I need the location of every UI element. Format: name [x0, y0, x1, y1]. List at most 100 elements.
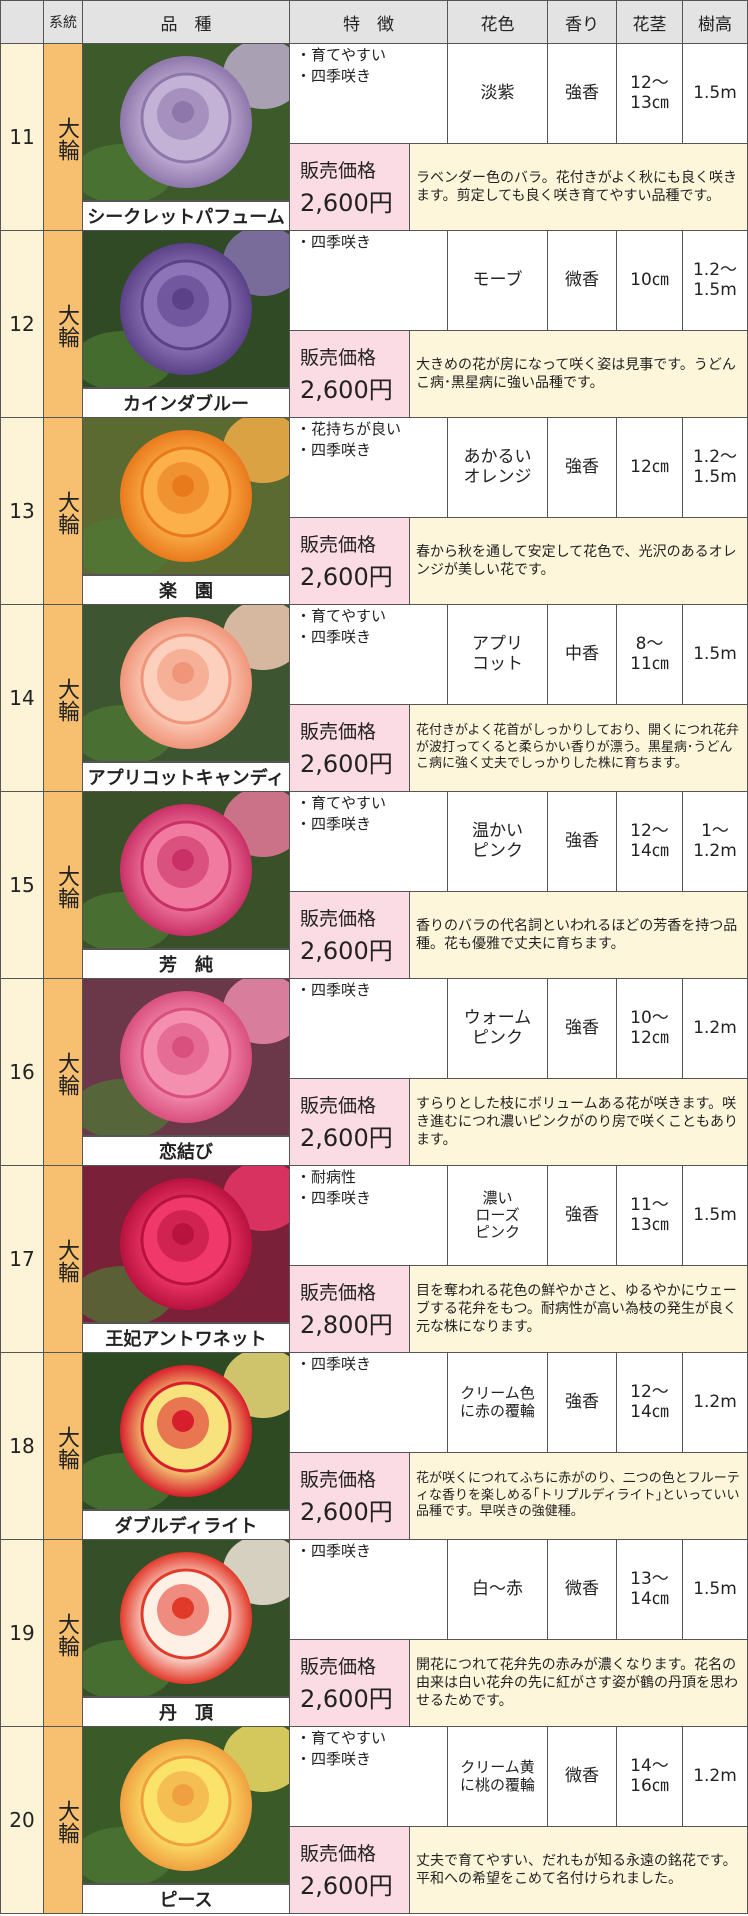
- photo: [83, 792, 290, 949]
- row-number: 15: [0, 792, 44, 979]
- feature: ・四季咲き: [296, 628, 372, 646]
- stem: 11〜 13㎝: [617, 1166, 683, 1266]
- height-line: 1.5m: [693, 1578, 737, 1599]
- price-box: 販売価格 2,600円: [290, 518, 410, 605]
- price-label: 販売価格: [300, 908, 377, 930]
- type-label: 大輪: [54, 1239, 79, 1283]
- row-number: 17: [0, 1166, 44, 1353]
- features: ・花持ちが良い ・四季咲き: [290, 418, 448, 518]
- rose-photo: [83, 1727, 289, 1883]
- variety-name: ピース: [83, 1884, 290, 1914]
- features: ・四季咲き: [290, 1353, 448, 1453]
- features: ・四季咲き: [290, 979, 448, 1079]
- price: 2,800円: [300, 1311, 393, 1339]
- stem-line: 13〜: [630, 1568, 669, 1589]
- color-line: ローズ: [475, 1205, 520, 1224]
- flower-color: あかるい オレンジ: [448, 418, 548, 518]
- price: 2,600円: [300, 563, 393, 591]
- color-line: オレンジ: [463, 466, 532, 487]
- height: 1.2m: [683, 1727, 748, 1827]
- header-cell: 花茎: [617, 0, 683, 44]
- feature: ・四季咲き: [296, 1355, 372, 1373]
- type-cell: 大輪: [44, 1353, 83, 1540]
- stem-line: 10㎝: [630, 269, 669, 290]
- feature: ・四季咲き: [296, 67, 372, 85]
- header-cell: 品 種: [83, 0, 290, 44]
- height: 1.2〜 1.5m: [683, 418, 748, 518]
- photo: [83, 1540, 290, 1697]
- type-label: 大輪: [54, 678, 79, 722]
- stem-line: 14㎝: [630, 840, 669, 861]
- price-label: 販売価格: [300, 1095, 377, 1117]
- height-line: 1.2〜: [692, 446, 738, 467]
- description: 春から秋を通して安定して花色で、光沢のあるオレンジが美しい花です。: [410, 518, 748, 605]
- color-line: ピンク: [472, 840, 523, 861]
- photo: [83, 231, 290, 388]
- fragrance: 中香: [548, 605, 617, 705]
- stem: 12〜 13㎝: [617, 44, 683, 144]
- rose-photo: [83, 792, 289, 948]
- height: 1.2〜 1.5m: [683, 231, 748, 331]
- type-label: 大輪: [54, 1613, 79, 1657]
- color-line: ピンク: [474, 1223, 520, 1242]
- height-line: 1.2m: [693, 1391, 737, 1412]
- price: 2,600円: [300, 189, 393, 217]
- fragrance: 強香: [548, 979, 617, 1079]
- feature: ・四季咲き: [296, 1542, 372, 1560]
- stem: 12㎝: [617, 418, 683, 518]
- stem-line: 14㎝: [630, 1401, 669, 1422]
- row-number: 12: [0, 231, 44, 418]
- feature: ・四季咲き: [296, 981, 372, 999]
- price-label: 販売価格: [300, 1656, 377, 1678]
- height: 1.5m: [683, 1540, 748, 1640]
- row-number: 16: [0, 979, 44, 1166]
- stem: 10〜 12㎝: [617, 979, 683, 1079]
- feature: ・四季咲き: [296, 441, 372, 459]
- fragrance: 微香: [548, 231, 617, 331]
- stem-line: 14〜: [630, 1755, 669, 1776]
- header-cell: 特 徴: [290, 0, 448, 44]
- rose-photo: [83, 231, 289, 387]
- type-cell: 大輪: [44, 44, 83, 231]
- description: 目を奪われる花色の鮮やかさと、ゆるやかにウェーブする花弁をもつ。耐病性が高い為枝…: [410, 1266, 748, 1353]
- description: 丈夫で育てやすい、だれもが知る永遠の銘花です。平和への希望をこめて名付けられまし…: [410, 1827, 748, 1914]
- stem-line: 11〜: [630, 1194, 669, 1215]
- rose-photo: [83, 1540, 289, 1696]
- type-cell: 大輪: [44, 418, 83, 605]
- height: 1.5m: [683, 605, 748, 705]
- row-number: 18: [0, 1353, 44, 1540]
- rose-photo: [83, 979, 289, 1135]
- height-line: 1.5m: [693, 643, 737, 664]
- feature: ・育てやすい: [296, 607, 387, 625]
- fragrance: 強香: [548, 792, 617, 892]
- price: 2,600円: [300, 750, 393, 778]
- price-label: 販売価格: [300, 1469, 377, 1491]
- stem-line: 12〜: [630, 72, 669, 93]
- row-number: 11: [0, 44, 44, 231]
- height: 1.5m: [683, 44, 748, 144]
- type-cell: 大輪: [44, 792, 83, 979]
- flower-color: 白〜赤: [448, 1540, 548, 1640]
- row-number: 19: [0, 1540, 44, 1727]
- features: ・育てやすい ・四季咲き: [290, 1727, 448, 1827]
- rose-photo: [83, 44, 289, 200]
- flower-color: クリーム色 に赤の覆輪: [448, 1353, 548, 1453]
- price-box: 販売価格 2,600円: [290, 1827, 410, 1914]
- price-label: 販売価格: [300, 347, 377, 369]
- features: ・耐病性 ・四季咲き: [290, 1166, 448, 1266]
- photo: [83, 1353, 290, 1510]
- height-line: 1.5m: [693, 279, 737, 300]
- photo: [83, 418, 290, 575]
- flower-color: モーブ: [448, 231, 548, 331]
- flower-color: ウォーム ピンク: [448, 979, 548, 1079]
- description: ラベンダー色のバラ。花付きがよく秋にも良く咲きます。剪定しても良く咲き育てやすい…: [410, 144, 748, 231]
- type-cell: 大輪: [44, 605, 83, 792]
- height-line: 1〜: [701, 820, 729, 841]
- price-label: 販売価格: [300, 721, 377, 743]
- flower-color: 温かい ピンク: [448, 792, 548, 892]
- height: 1.2m: [683, 979, 748, 1079]
- type-cell: 大輪: [44, 1540, 83, 1727]
- height-line: 1.5m: [693, 466, 737, 487]
- header-blank: [0, 0, 44, 44]
- height-line: 1.2m: [693, 1017, 737, 1038]
